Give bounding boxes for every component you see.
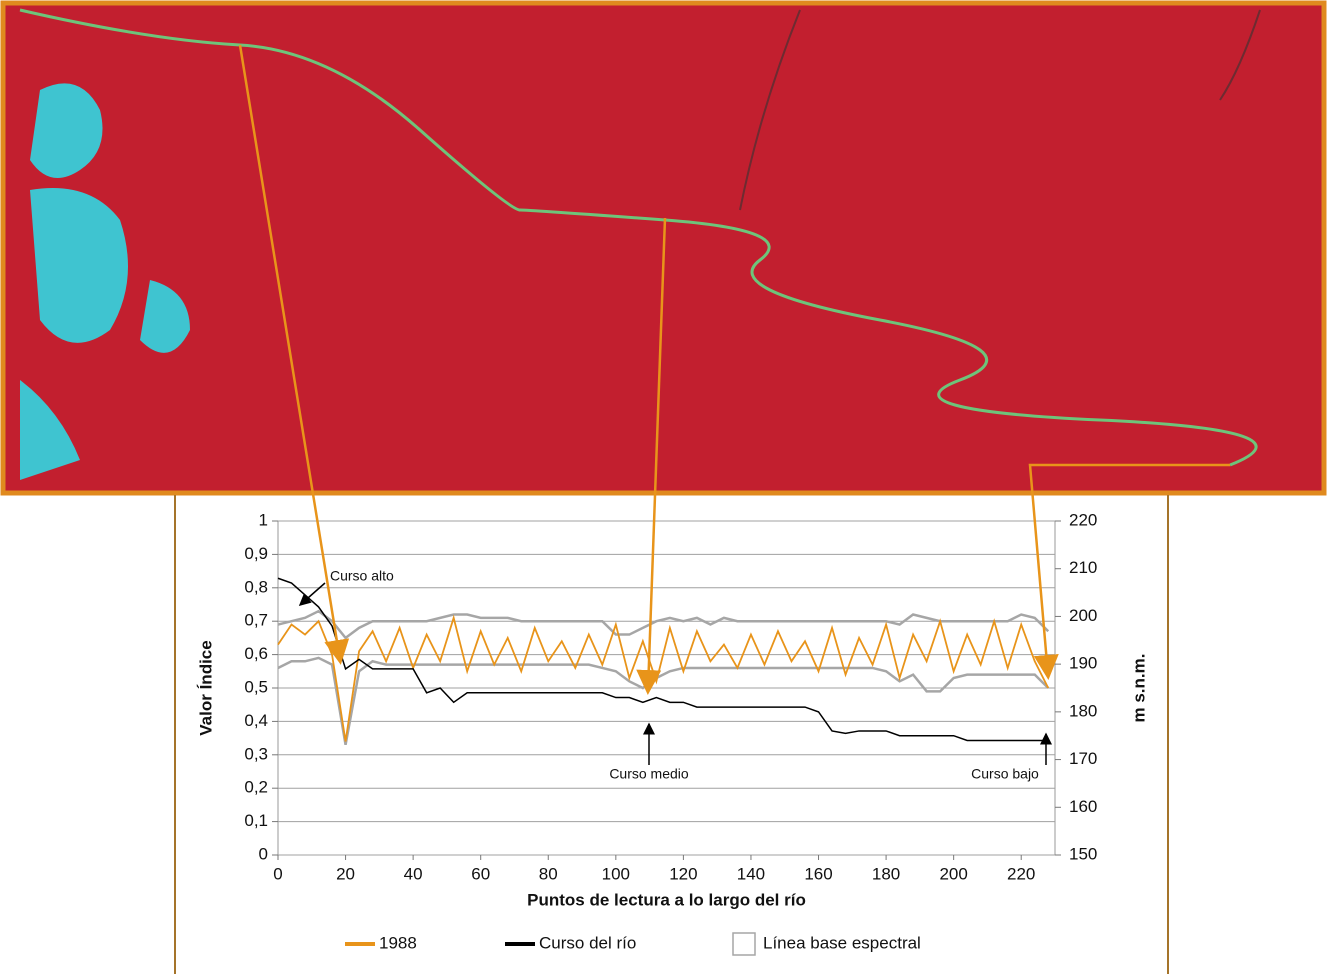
y-tick-label: 0,7	[244, 611, 268, 630]
y2-tick-label: 170	[1069, 749, 1097, 768]
y-tick-label: 0	[259, 844, 268, 863]
y2-tick-label: 220	[1069, 510, 1097, 529]
x-axis-title: Puntos de lectura a lo largo del río	[527, 890, 806, 909]
y-tick-label: 0,8	[244, 577, 268, 596]
legend-label: Línea base espectral	[763, 933, 921, 952]
x-tick-label: 140	[737, 864, 765, 883]
x-tick-label: 160	[804, 864, 832, 883]
x-tick-label: 80	[539, 864, 558, 883]
x-tick-label: 200	[939, 864, 967, 883]
legend-label: Curso del río	[539, 933, 636, 952]
y-tick-label: 1	[259, 510, 268, 529]
chart: 0 0,1 0,2 0,3 0,4 0,5 0,6 0,7 0,8 0,9 1 150 160 170 18…	[196, 510, 1148, 955]
connector	[1030, 465, 1230, 675]
y-tick-label: 0,3	[244, 744, 268, 763]
y-tick-label: 0,2	[244, 778, 268, 797]
y2-axis-title: m s.n.m.	[1129, 654, 1148, 723]
x-tick-label: 120	[669, 864, 697, 883]
figure: 0 0,1 0,2 0,3 0,4 0,5 0,6 0,7 0,8 0,9 1 150 160 170 18…	[0, 0, 1327, 974]
y-tick-label: 0,1	[244, 811, 268, 830]
x-tick-label: 60	[471, 864, 490, 883]
y-axis-title: Valor Índice	[196, 640, 215, 735]
x-tick-label: 220	[1007, 864, 1035, 883]
x-tick-label: 180	[872, 864, 900, 883]
y-tick-label: 0,4	[244, 711, 268, 730]
y2-tick-label: 190	[1069, 654, 1097, 673]
x-tick-label: 20	[336, 864, 355, 883]
annotation: Curso bajo	[971, 766, 1039, 782]
y2-tick-label: 180	[1069, 701, 1097, 720]
y2-tick-label: 200	[1069, 606, 1097, 625]
x-tick-label: 100	[602, 864, 630, 883]
annotation: Curso alto	[330, 568, 394, 584]
legend-label: 1988	[379, 933, 417, 952]
y-tick-label: 0,9	[244, 544, 268, 563]
x-tick-label: 0	[273, 864, 282, 883]
x-tick-label: 40	[404, 864, 423, 883]
y2-tick-label: 160	[1069, 797, 1097, 816]
y-tick-label: 0,5	[244, 677, 268, 696]
legend-swatch	[733, 933, 755, 955]
y-tick-label: 0,6	[244, 644, 268, 663]
y2-tick-label: 150	[1069, 844, 1097, 863]
y2-tick-label: 210	[1069, 558, 1097, 577]
annotation: Curso medio	[609, 766, 689, 782]
